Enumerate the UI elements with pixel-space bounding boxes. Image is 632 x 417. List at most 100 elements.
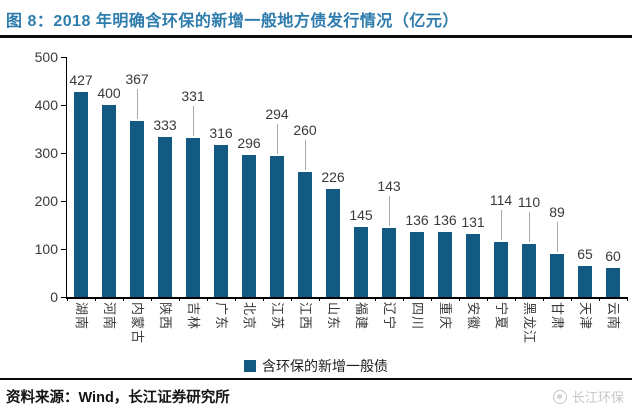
bar-value-label: 131 — [461, 214, 485, 231]
bar-value-label: 294 — [265, 105, 289, 122]
y-axis-tick-mark — [61, 296, 66, 298]
x-axis-tick-mark — [95, 297, 96, 301]
bar-云南 — [606, 268, 620, 297]
bar-value-label: 427 — [69, 72, 93, 89]
x-axis-label-text: 广东 — [214, 302, 229, 331]
x-axis-label-text: 江西 — [298, 302, 313, 331]
bar-value-label: 110 — [517, 194, 541, 211]
bar-value-label: 226 — [321, 168, 345, 185]
x-axis-tick-mark — [291, 297, 292, 301]
brand-watermark: 长江环保 — [552, 387, 624, 406]
bar-内蒙古 — [130, 120, 144, 297]
bar-黑龙江 — [522, 244, 536, 297]
y-axis-tick-mark — [61, 248, 66, 250]
x-axis-label-text: 吉林 — [186, 302, 201, 331]
x-axis-label-text: 甘肃 — [550, 302, 565, 331]
bar-value-label: 367 — [125, 70, 149, 87]
x-axis-label-广东: 广东 — [207, 302, 235, 364]
x-axis-tick-mark — [515, 297, 516, 301]
x-axis-label-安徽: 安徽 — [459, 302, 487, 364]
x-axis-label-text: 重庆 — [438, 302, 453, 331]
x-axis-label-山东: 山东 — [319, 302, 347, 364]
y-axis-tick-label: 300 — [34, 145, 58, 161]
x-axis-label-江苏: 江苏 — [263, 302, 291, 364]
brand-logo-icon — [552, 389, 567, 404]
value-label-leader-line — [193, 106, 194, 137]
bar-value-label: 136 — [433, 211, 457, 228]
chart-legend: 含环保的新增一般债 — [0, 357, 632, 375]
y-axis-tick-mark — [61, 152, 66, 154]
bar-value-label: 400 — [97, 85, 121, 101]
y-axis-tick-label: 400 — [34, 97, 58, 113]
x-axis-label-text: 云南 — [606, 302, 621, 331]
x-axis-tick-mark — [543, 297, 544, 301]
legend-swatch — [244, 360, 256, 372]
legend-label: 含环保的新增一般债 — [262, 358, 388, 374]
bar-value-label: 143 — [377, 178, 401, 195]
x-axis-label-河南: 河南 — [95, 302, 123, 364]
x-axis-label-天津: 天津 — [571, 302, 599, 364]
y-axis-tick-label: 500 — [34, 49, 58, 65]
x-axis-label-text: 河南 — [102, 302, 117, 331]
x-axis-label-辽宁: 辽宁 — [375, 302, 403, 364]
bar-广东 — [214, 145, 228, 297]
value-label-leader-line — [137, 88, 138, 119]
bar-value-label: 331 — [181, 88, 205, 105]
x-axis-tick-mark — [123, 297, 124, 301]
y-axis-tick-label: 100 — [34, 241, 58, 257]
x-axis-tick-mark — [263, 297, 264, 301]
bar-江西 — [298, 172, 312, 297]
x-axis-tick-mark — [235, 297, 236, 301]
x-axis-label-text: 天津 — [578, 302, 593, 331]
footer: 资料来源：Wind，长江证券研究所 长江环保 — [6, 386, 624, 407]
source-note: 资料来源：Wind，长江证券研究所 — [6, 390, 230, 406]
bar-value-label: 145 — [349, 207, 373, 224]
y-axis-tick-label: 200 — [34, 193, 58, 209]
footer-divider — [0, 378, 632, 380]
value-label-leader-line — [389, 196, 390, 227]
x-axis-label-甘肃: 甘肃 — [543, 302, 571, 364]
value-label-leader-line — [277, 123, 278, 154]
x-axis-label-text: 福建 — [354, 302, 369, 331]
bar-江苏 — [270, 155, 284, 297]
x-axis-tick-mark — [67, 297, 68, 301]
x-axis-label-江西: 江西 — [291, 302, 319, 364]
x-axis-label-黑龙江: 黑龙江 — [515, 302, 543, 364]
x-axis-label-text: 内蒙古 — [130, 302, 145, 345]
bar-value-label: 333 — [153, 117, 177, 134]
value-label-leader-line — [529, 212, 530, 243]
x-axis-tick-mark — [459, 297, 460, 301]
bar-value-label: 89 — [549, 204, 565, 221]
y-axis-tick-mark — [61, 104, 66, 106]
bar-value-label: 136 — [405, 211, 429, 228]
value-label-leader-line — [501, 210, 502, 241]
y-axis-tick-mark — [61, 200, 66, 202]
title-divider — [0, 35, 632, 38]
x-axis-tick-mark — [151, 297, 152, 301]
bar-value-label: 114 — [489, 192, 513, 209]
value-label-leader-line — [305, 140, 306, 171]
x-axis-label-北京: 北京 — [235, 302, 263, 364]
bar-安徽 — [466, 234, 480, 297]
bar-天津 — [578, 265, 592, 297]
bar-chart-plot-area: 427 湖南 400 河南 367 内蒙古 333 陕西 331 吉林 316 广东 296 北京 294 江… — [61, 56, 628, 344]
x-axis-label-宁夏: 宁夏 — [487, 302, 515, 364]
bar-湖南 — [74, 92, 88, 297]
bar-宁夏 — [494, 242, 508, 297]
bar-value-label: 316 — [209, 125, 233, 142]
bar-河南 — [102, 105, 116, 297]
brand-watermark-label: 长江环保 — [571, 390, 624, 405]
x-axis-label-text: 四川 — [410, 302, 425, 331]
bar-重庆 — [438, 231, 452, 297]
bar-山东 — [326, 188, 340, 297]
x-axis-label-text: 山东 — [326, 302, 341, 331]
bar-value-label: 60 — [605, 248, 621, 265]
figure-title: 图 8：2018 年明确含环保的新增一般地方债发行情况（亿元） — [6, 13, 459, 30]
x-axis-label-吉林: 吉林 — [179, 302, 207, 364]
x-axis-label-四川: 四川 — [403, 302, 431, 364]
x-axis-tick-mark — [375, 297, 376, 301]
x-axis-tick-mark — [599, 297, 600, 301]
x-axis-tick-mark — [207, 297, 208, 301]
bar-value-label: 296 — [237, 134, 261, 151]
x-axis-tick-mark — [179, 297, 180, 301]
